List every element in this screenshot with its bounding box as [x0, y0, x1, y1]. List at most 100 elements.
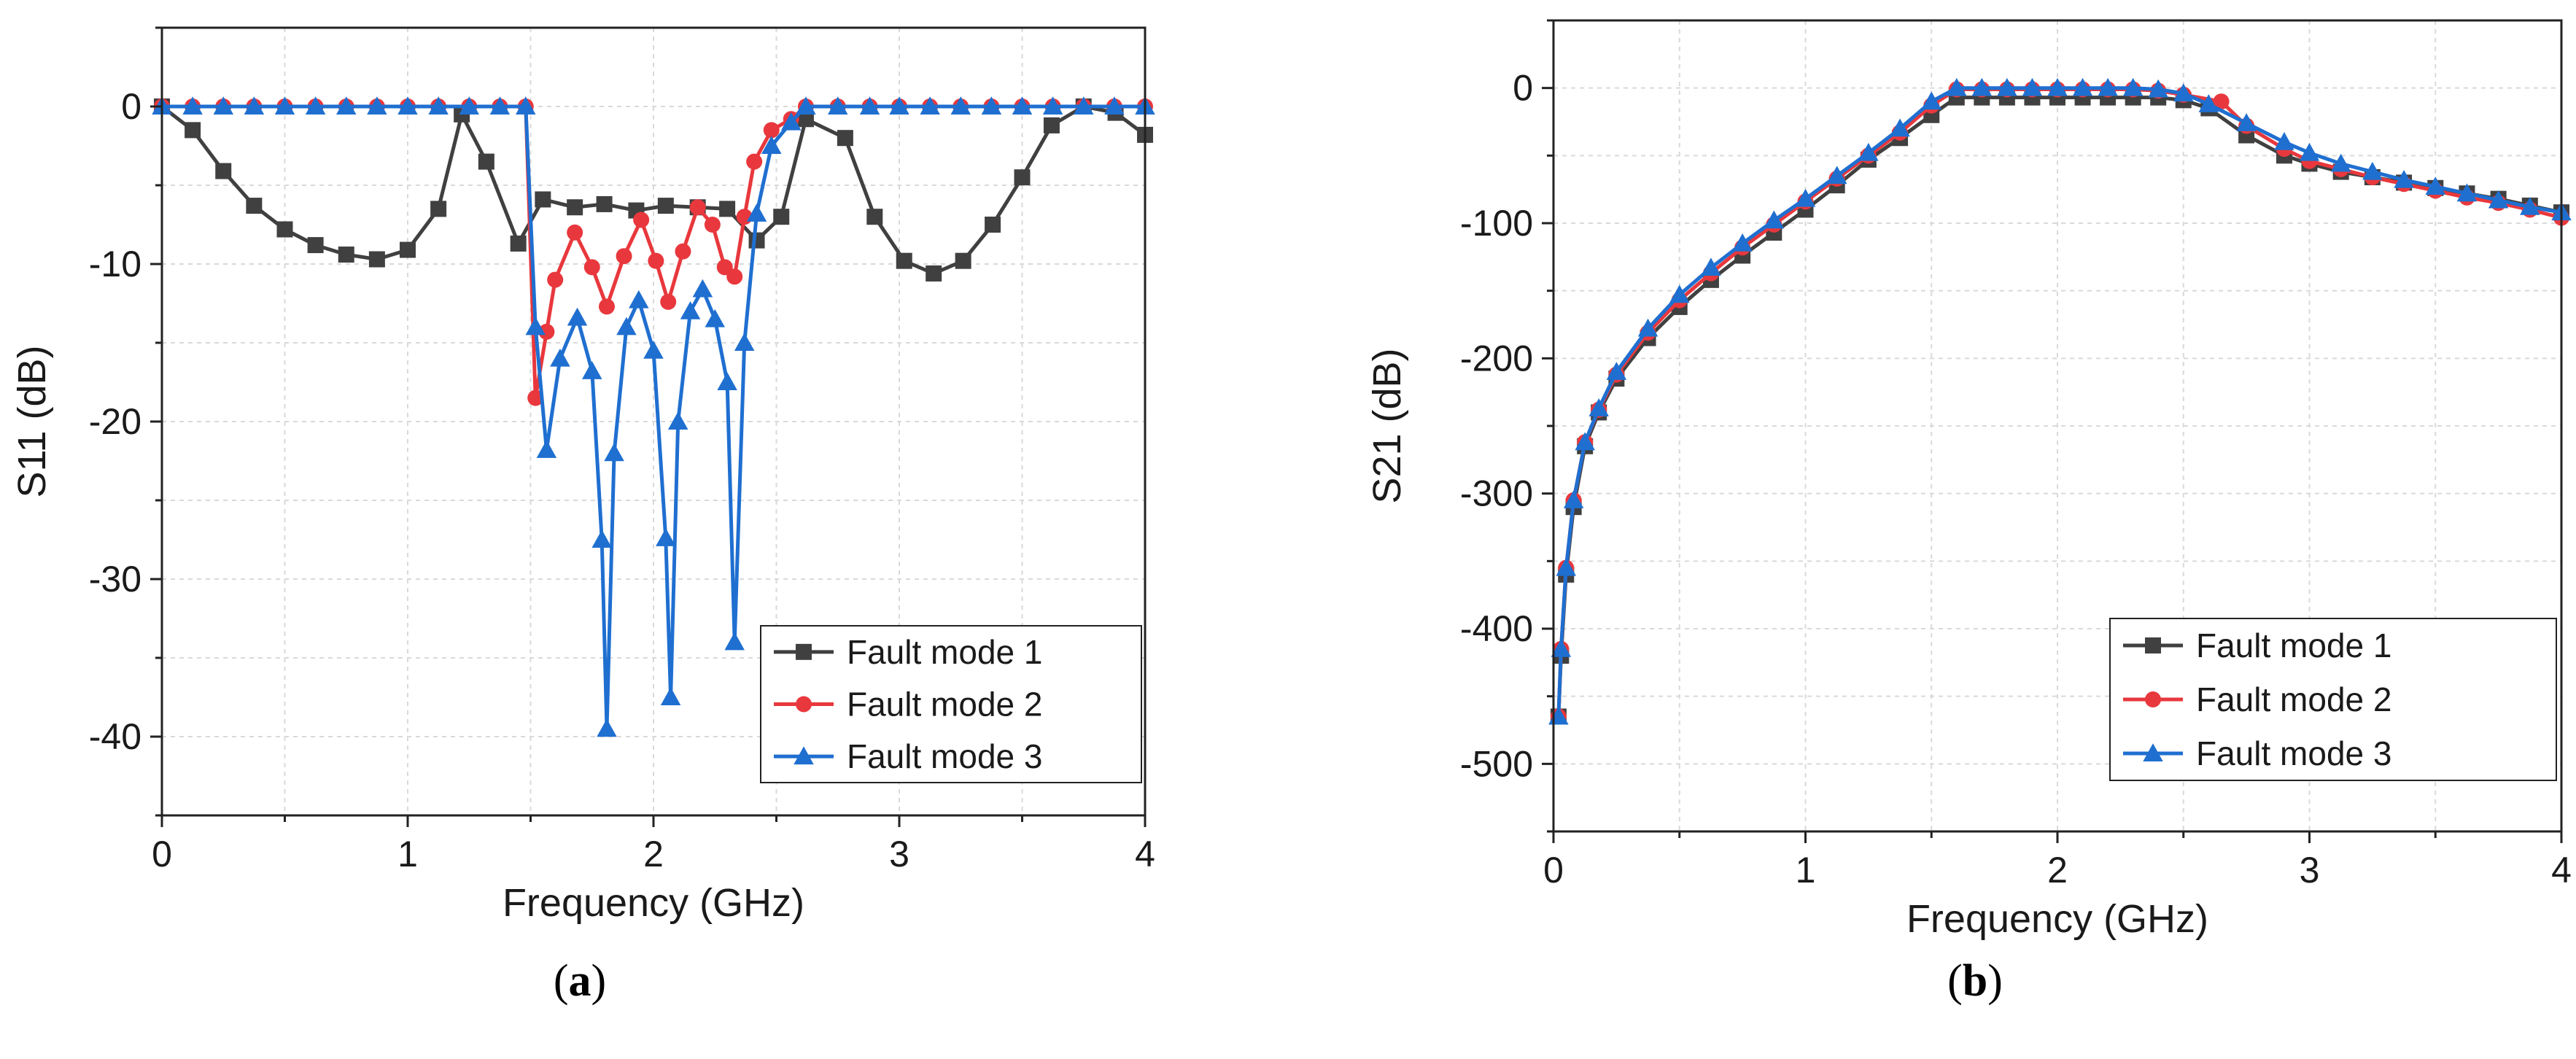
- x-tick-label: 3: [889, 834, 909, 874]
- series-1-point: [773, 209, 790, 225]
- series-3-point: [1551, 639, 1572, 657]
- x-tick-label: 2: [643, 834, 664, 874]
- series-1-point: [955, 252, 971, 269]
- series-1-point: [307, 237, 324, 254]
- caption-letter: a: [569, 956, 591, 1006]
- series-3-point: [1795, 188, 1816, 207]
- series-2-point: [616, 248, 632, 265]
- series-3-point: [525, 317, 546, 335]
- series-1-point: [215, 163, 232, 179]
- y-tick-label: -500: [1460, 743, 1533, 784]
- legend-label: Fault mode 3: [2196, 734, 2391, 772]
- y-tick-label: -10: [89, 244, 141, 284]
- legend-item-1: Fault mode 1: [2123, 627, 2391, 664]
- series-3-point: [1997, 77, 2017, 96]
- series-1-point: [368, 251, 385, 268]
- series-3-point: [213, 96, 233, 115]
- legend-marker: [796, 696, 812, 713]
- series-3-point: [2122, 77, 2144, 96]
- series-1-point: [896, 252, 912, 269]
- legend: Fault mode 1 Fault mode 2 Fault mode 3: [2109, 618, 2557, 781]
- series-3-point: [724, 632, 745, 651]
- series-3-point: [182, 96, 203, 115]
- series-1-point: [926, 265, 942, 282]
- series-1-point: [837, 130, 853, 147]
- series-3-point: [244, 96, 265, 115]
- panel-caption: (a): [554, 956, 606, 1006]
- series-3-point: [1858, 142, 1879, 161]
- series-3-point: [2362, 161, 2383, 180]
- series-3-point: [2299, 142, 2320, 161]
- series-3-point: [1971, 77, 1993, 96]
- series-3-point: [656, 528, 676, 546]
- series-1-point: [719, 201, 736, 217]
- series-3-point: [2198, 94, 2219, 112]
- series-3-point: [1074, 96, 1094, 115]
- series-2-point: [598, 298, 615, 315]
- legend-label: Fault mode 2: [2196, 680, 2391, 718]
- series-2-point: [689, 199, 706, 216]
- x-tick-label: 4: [1135, 834, 1155, 874]
- series-3-point: [1890, 118, 1910, 137]
- y-tick-label: -40: [89, 716, 141, 757]
- series-2-point: [547, 271, 564, 288]
- series-3-point: [2148, 79, 2168, 98]
- series-3-point: [2394, 169, 2414, 188]
- panel-b: 0 1 2 3 4 0 -100 -200 -300 -400 -500 Frequency (GHz…: [1365, 19, 2572, 1006]
- y-tick-label: -200: [1460, 338, 1533, 379]
- x-axis-title: Frequency (GHz): [503, 881, 804, 925]
- series-3-point: [643, 341, 664, 359]
- x-tick-label: 0: [1543, 850, 1564, 891]
- series-3-point: [591, 530, 612, 548]
- series-2-point: [746, 153, 763, 170]
- y-axis: 0 -100 -200 -300 -400 -500: [1460, 19, 1553, 833]
- series-3-point: [889, 96, 909, 115]
- series-1-point: [866, 209, 883, 225]
- series-3-point: [780, 112, 802, 131]
- series-3-point: [1104, 96, 1125, 115]
- series-3-point: [536, 440, 557, 458]
- series-3-point: [705, 309, 725, 327]
- y-axis-title: S21 (dB): [1365, 348, 1409, 503]
- y-axis: 0 -10 -20 -30 -40: [89, 26, 162, 817]
- caption-close: ): [1987, 956, 2003, 1006]
- series-3-point: [305, 96, 326, 115]
- series-1-point: [1014, 169, 1031, 186]
- series-3-point: [2098, 77, 2118, 96]
- series-3-point: [597, 718, 617, 737]
- series-1-point: [185, 122, 201, 139]
- x-tick-label: 2: [2047, 850, 2068, 891]
- series-1-line: [160, 104, 1147, 276]
- legend-marker: [796, 643, 812, 660]
- series-3-point: [1575, 432, 1595, 451]
- series-3-point: [2173, 83, 2194, 102]
- series-3-point: [1012, 96, 1033, 115]
- series-3-point: [2047, 77, 2068, 96]
- series-3-point: [2330, 153, 2351, 172]
- legend-box: [2109, 618, 2557, 781]
- series-3-point: [2022, 77, 2043, 96]
- series-3-point: [2488, 190, 2509, 209]
- series-3-point: [397, 96, 418, 115]
- y-axis-title: S11 (dB): [10, 345, 54, 497]
- series-3-point: [629, 290, 649, 309]
- caption-open: (: [1947, 956, 1963, 1006]
- series-2-point: [2213, 93, 2230, 110]
- legend-item-2: Fault mode 2: [774, 686, 1042, 724]
- series-2-point: [675, 243, 691, 260]
- x-tick-label: 3: [2300, 850, 2320, 891]
- y-tick-label: 0: [121, 86, 141, 127]
- series-3-point: [1606, 362, 1627, 380]
- series-3-point: [489, 96, 511, 115]
- series-3-point: [1921, 91, 1941, 110]
- series-3-point: [550, 348, 570, 367]
- y-tick-label: 0: [1513, 68, 1533, 109]
- series-1-point: [510, 235, 527, 252]
- panel-caption: (b): [1947, 956, 2003, 1006]
- y-tick-label: -20: [89, 401, 141, 442]
- series-3-point: [734, 333, 755, 351]
- series-3-point: [2425, 176, 2445, 195]
- series-3-point: [692, 279, 713, 298]
- y-tick-label: -100: [1460, 203, 1533, 244]
